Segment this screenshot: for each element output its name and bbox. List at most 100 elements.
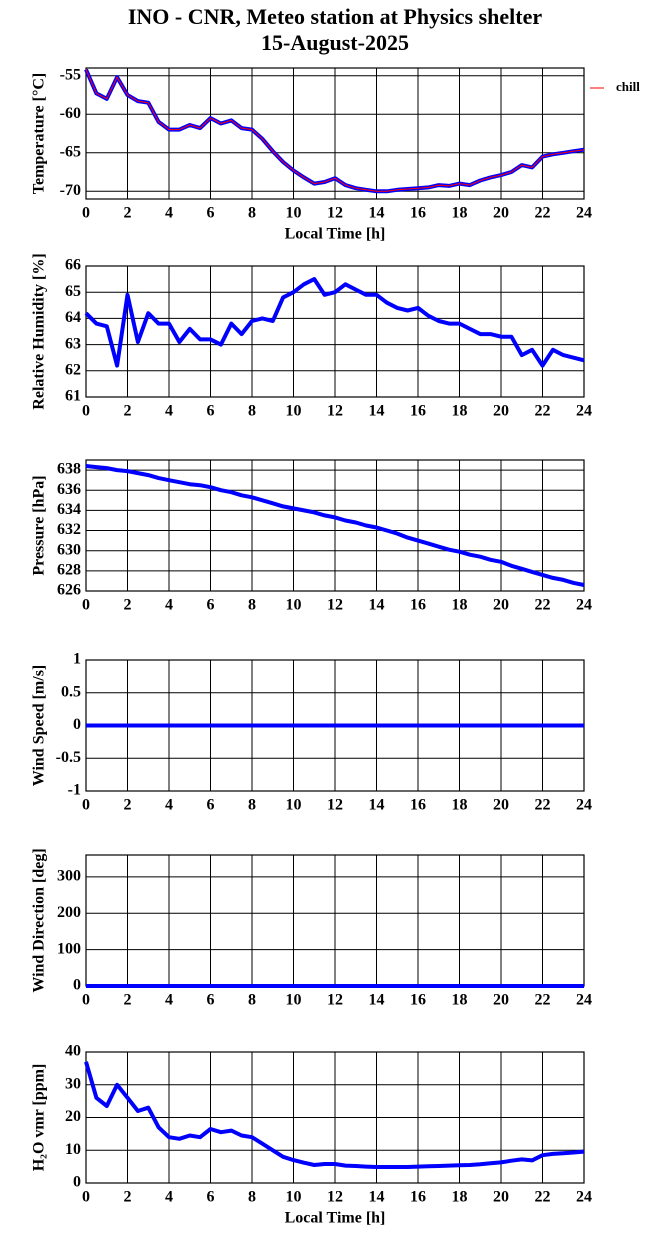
x-tick-label: 8 xyxy=(248,205,256,222)
x-tick-label: 18 xyxy=(452,1189,468,1206)
y-tick-label: 300 xyxy=(57,868,81,885)
y-tick-label: 636 xyxy=(57,481,81,498)
x-tick-label: 20 xyxy=(493,1189,509,1206)
y-tick-label: 65 xyxy=(65,283,81,300)
x-tick-label: 0 xyxy=(82,403,90,420)
x-tick-label: 16 xyxy=(410,205,426,222)
y-tick-label: 638 xyxy=(57,461,81,478)
y-tick-label: 0.5 xyxy=(61,683,81,700)
y-tick-label: 30 xyxy=(65,1075,81,1092)
x-tick-label: 0 xyxy=(82,205,90,222)
x-tick-label: 22 xyxy=(535,597,551,614)
x-tick-label: 0 xyxy=(82,797,90,814)
data-line xyxy=(84,1061,585,1169)
y-tick-label: -60 xyxy=(60,105,81,122)
data-line xyxy=(84,277,585,368)
x-tick-label: 22 xyxy=(535,797,551,814)
x-tick-label: 20 xyxy=(493,797,509,814)
x-tick-label: 2 xyxy=(124,797,132,814)
x-tick-label: 20 xyxy=(493,205,509,222)
x-tick-label: 24 xyxy=(576,205,592,222)
y-tick-label: 200 xyxy=(57,904,81,921)
y-tick-label: 61 xyxy=(65,388,81,405)
x-tick-label: 10 xyxy=(286,597,302,614)
x-tick-label: 4 xyxy=(165,797,173,814)
x-tick-label: 18 xyxy=(452,597,468,614)
plot-frame xyxy=(85,265,585,398)
x-tick-label: 6 xyxy=(207,597,215,614)
y-axis-label: Wind Direction [deg] xyxy=(31,848,48,992)
x-tick-label: 16 xyxy=(410,992,426,1009)
x-tick-label: 6 xyxy=(207,205,215,222)
x-tick-label: 22 xyxy=(535,1189,551,1206)
x-tick-label: 16 xyxy=(410,597,426,614)
x-tick-label: 0 xyxy=(82,992,90,1009)
y-tick-label: 630 xyxy=(57,541,81,558)
y-tick-label: 1 xyxy=(73,651,81,668)
x-tick-label: 12 xyxy=(327,597,343,614)
plot-frame xyxy=(85,1051,585,1184)
y-tick-label: -0.5 xyxy=(56,749,81,766)
y-tick-label: 632 xyxy=(57,521,81,538)
x-tick-label: 10 xyxy=(286,992,302,1009)
x-tick-label: 2 xyxy=(124,597,132,614)
y-tick-label: -55 xyxy=(60,66,81,83)
x-tick-label: 10 xyxy=(286,205,302,222)
legend-label: chill xyxy=(616,79,640,94)
y-tick-label: 0 xyxy=(73,716,81,733)
x-axis-label: Local Time [h] xyxy=(285,226,386,243)
y-tick-label: 100 xyxy=(57,940,81,957)
y-tick-label: 66 xyxy=(65,257,81,274)
x-tick-label: 24 xyxy=(576,597,592,614)
y-tick-label: 64 xyxy=(65,309,81,326)
x-tick-label: 2 xyxy=(124,992,132,1009)
x-tick-label: 22 xyxy=(535,403,551,420)
x-tick-label: 6 xyxy=(207,1189,215,1206)
x-tick-label: 4 xyxy=(165,597,173,614)
x-tick-label: 18 xyxy=(452,797,468,814)
x-tick-label: 18 xyxy=(452,205,468,222)
x-tick-label: 14 xyxy=(369,205,385,222)
x-tick-label: 4 xyxy=(165,205,173,222)
x-tick-label: 2 xyxy=(124,205,132,222)
x-tick-label: 12 xyxy=(327,797,343,814)
x-tick-label: 16 xyxy=(410,403,426,420)
x-tick-label: 6 xyxy=(207,992,215,1009)
x-axis-label: Local Time [h] xyxy=(285,1210,386,1227)
y-tick-label: -65 xyxy=(60,143,81,160)
y-axis-label: Temperature [°C] xyxy=(31,73,48,194)
x-tick-label: 8 xyxy=(248,403,256,420)
x-tick-label: 18 xyxy=(452,992,468,1009)
figure-title: INO - CNR, Meteo station at Physics shel… xyxy=(128,4,542,29)
x-tick-label: 14 xyxy=(369,797,385,814)
x-tick-label: 24 xyxy=(576,797,592,814)
x-tick-label: 18 xyxy=(452,403,468,420)
y-tick-label: 0 xyxy=(73,1174,81,1191)
data-line xyxy=(85,464,585,587)
x-tick-label: 0 xyxy=(82,597,90,614)
figure-subtitle: 15-August-2025 xyxy=(261,30,409,55)
x-tick-label: 22 xyxy=(535,992,551,1009)
x-tick-label: 6 xyxy=(207,797,215,814)
x-tick-label: 10 xyxy=(286,797,302,814)
x-tick-label: 20 xyxy=(493,597,509,614)
x-tick-label: 2 xyxy=(124,403,132,420)
x-tick-label: 16 xyxy=(410,797,426,814)
x-tick-label: 12 xyxy=(327,403,343,420)
x-tick-label: 14 xyxy=(369,597,385,614)
y-axis-label: Relative Humidity [%] xyxy=(31,253,48,409)
y-tick-label: 628 xyxy=(57,562,81,579)
plot-frame xyxy=(85,67,585,200)
y-tick-label: 634 xyxy=(57,501,81,518)
data-line xyxy=(85,69,585,192)
plot-frame xyxy=(85,459,585,592)
x-tick-label: 10 xyxy=(286,403,302,420)
x-tick-label: 20 xyxy=(493,992,509,1009)
x-tick-label: 8 xyxy=(248,1189,256,1206)
x-tick-label: 22 xyxy=(535,205,551,222)
x-tick-label: 12 xyxy=(327,992,343,1009)
x-tick-label: 10 xyxy=(286,1189,302,1206)
x-tick-label: 24 xyxy=(576,1189,592,1206)
y-tick-label: 63 xyxy=(65,335,81,352)
